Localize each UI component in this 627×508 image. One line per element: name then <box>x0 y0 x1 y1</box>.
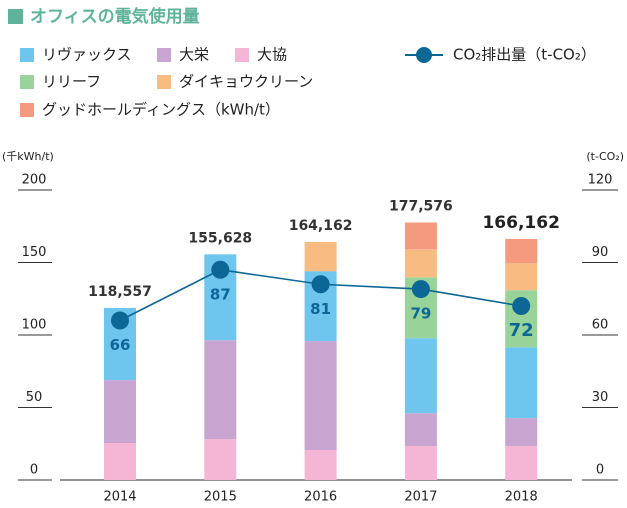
co2-label: 79 <box>410 305 431 323</box>
total-label: 118,557 <box>88 284 152 300</box>
legend-swatch <box>20 48 34 62</box>
co2-point <box>311 275 330 294</box>
y-tick-label: 150 <box>22 245 47 260</box>
bar-segment <box>505 418 538 447</box>
legend-label: 大協 <box>257 46 287 64</box>
y2-tick-label: 30 <box>592 390 609 405</box>
legend-marker <box>416 47 432 63</box>
bar-segment <box>304 241 337 272</box>
co2-label: 72 <box>509 320 534 341</box>
legend-label: リリーフ <box>42 73 101 91</box>
bar-segment <box>404 413 437 447</box>
bar-segment <box>505 239 538 264</box>
co2-point <box>111 311 129 330</box>
bar-segment <box>404 249 437 278</box>
bar-segment <box>204 340 237 440</box>
legend-swatch <box>157 75 171 89</box>
total-label: 177,576 <box>389 199 453 215</box>
y2-tick-label: 60 <box>592 318 609 333</box>
bar-segment <box>404 338 437 414</box>
chart-title: オフィスの電気使用量 <box>30 6 200 27</box>
bar-segment <box>304 449 337 480</box>
co2-label: 87 <box>210 285 231 303</box>
y-tick-label: 50 <box>26 390 43 405</box>
total-label: 166,162 <box>482 213 559 233</box>
bar-segment <box>104 380 136 444</box>
y-tick-label: 100 <box>22 318 47 333</box>
bar-segment <box>505 347 538 419</box>
x-tick-label: 2016 <box>304 490 337 505</box>
x-tick-label: 2014 <box>103 490 136 505</box>
y2-tick-label: 0 <box>596 463 604 478</box>
total-label: 164,162 <box>289 218 353 234</box>
legend-label: リヴァックス <box>42 46 132 64</box>
co2-label: 66 <box>110 336 131 354</box>
bar-segment <box>404 222 437 250</box>
y2-tick-label: 120 <box>588 173 613 188</box>
y-tick-label: 0 <box>30 463 38 478</box>
co2-point <box>211 260 230 279</box>
bar-segment <box>505 446 538 480</box>
y-tick-label: 200 <box>22 173 47 188</box>
y-axis-label: (千kWh/t) <box>2 150 54 163</box>
bar-segment <box>404 446 437 480</box>
x-tick-label: 2017 <box>404 490 437 505</box>
bar-segment <box>505 263 538 291</box>
total-label: 155,628 <box>188 230 252 246</box>
co2-point <box>512 297 531 315</box>
legend-label: グッドホールディングス（kWh/t） <box>42 101 280 119</box>
x-tick-label: 2018 <box>505 490 538 505</box>
bar-segment <box>204 439 237 480</box>
y2-tick-label: 90 <box>592 245 609 260</box>
co2-label: 81 <box>310 300 331 318</box>
bar-segment <box>104 443 136 480</box>
legend-swatch <box>235 48 249 62</box>
legend-label: ダイキョウクリーン <box>179 73 313 91</box>
legend-swatch <box>157 48 171 62</box>
bar-segment <box>304 341 337 450</box>
legend-label: 大栄 <box>179 46 209 64</box>
legend-swatch <box>20 75 34 89</box>
co2-point <box>411 280 430 299</box>
legend-swatch <box>20 103 34 117</box>
title-icon <box>8 9 23 24</box>
x-tick-label: 2015 <box>204 490 237 505</box>
y2-axis-label: (t-CO₂) <box>586 150 624 163</box>
legend-label: CO₂排出量（t-CO₂） <box>453 46 596 64</box>
